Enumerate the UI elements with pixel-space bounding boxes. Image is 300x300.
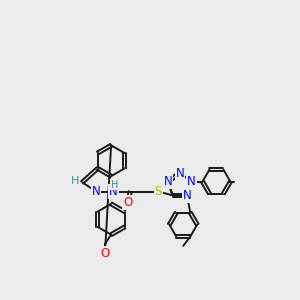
Text: S: S [154, 185, 162, 198]
Text: N: N [164, 175, 172, 188]
Text: N: N [92, 185, 100, 198]
Text: N: N [183, 189, 191, 202]
Text: H: H [111, 180, 118, 190]
Text: N: N [187, 175, 196, 188]
Text: H: H [71, 176, 80, 186]
Text: N: N [109, 185, 118, 198]
Text: O: O [123, 196, 133, 209]
Text: O: O [100, 248, 110, 260]
Text: N: N [176, 167, 184, 180]
Text: N: N [176, 167, 184, 180]
Text: N: N [164, 175, 172, 188]
